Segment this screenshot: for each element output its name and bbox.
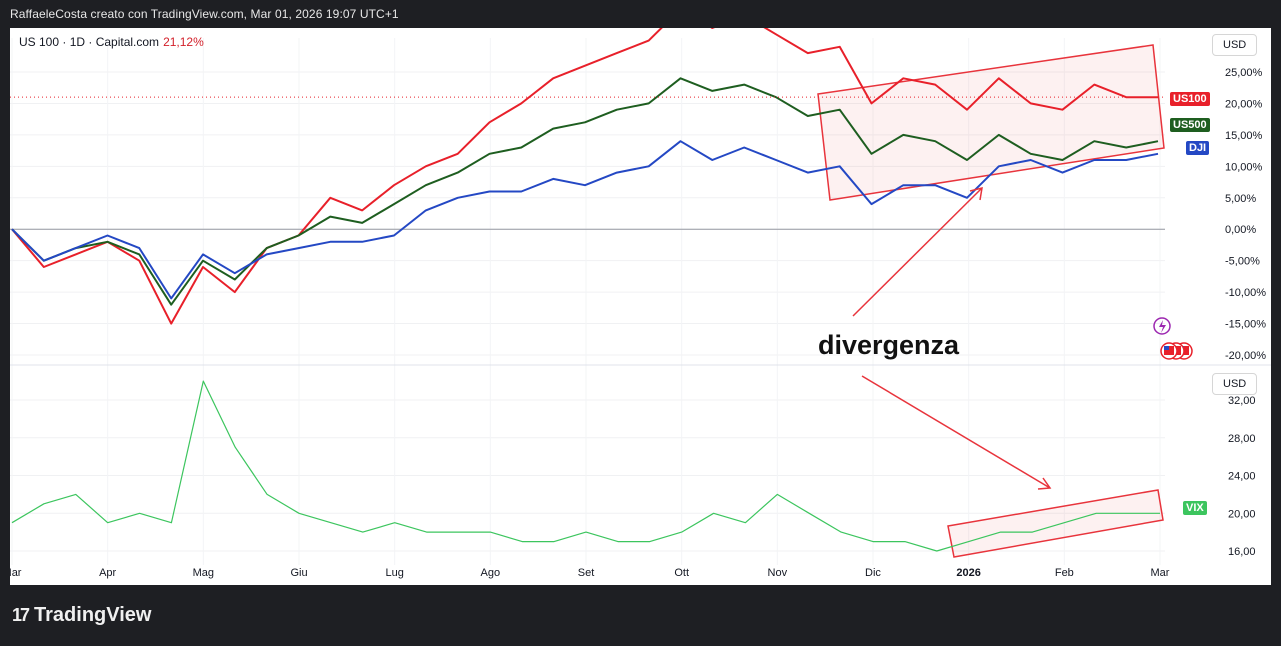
y-tick-top: 15,00% [1225,130,1263,142]
symbol-change: 21,12% [163,35,204,49]
chart-attribution: RaffaeleCosta creato con TradingView.com… [10,7,399,21]
x-tick: Lug [385,567,403,579]
currency-button-bottom[interactable]: USD [1212,373,1258,395]
tradingview-brand[interactable]: 17 TradingView [12,604,151,627]
us-flag-stripes [1164,346,1174,355]
arrow-head-up [969,186,983,201]
x-tick: Mag [193,567,214,579]
y-tick-top: -10,00% [1225,287,1266,299]
lightning-icon-glyph [1159,320,1166,333]
x-tick: Mar [10,567,22,579]
lightning-icon [1153,317,1171,335]
x-tick: Apr [99,567,116,579]
y-tick-top: -20,00% [1225,350,1266,362]
tradingview-wordmark: TradingView [34,604,152,626]
x-tick: Ott [674,567,689,579]
series-tag-dji: DJI [1186,141,1210,155]
us-flag-canton [1164,346,1169,350]
series-tag-us100: US100 [1170,92,1210,106]
x-tick: Ago [481,567,501,579]
y-tick-bottom: 32,00 [1228,395,1256,407]
symbol-legend[interactable]: US 100 · 1D · Capital.com 21,12% [19,35,204,49]
y-tick-top: -5,00% [1225,256,1260,268]
y-tick-bottom: 20,00 [1228,508,1256,520]
arrow-line-down [861,375,1051,489]
x-tick: 2026 [956,567,980,579]
chart-frame[interactable] [10,28,1271,585]
series-tag-us500: US500 [1170,118,1210,132]
y-tick-bottom: 16,00 [1228,546,1256,558]
series-line-dji [11,140,1159,300]
y-tick-top: -15,00% [1225,319,1266,331]
series-tag-vix: VIX [1183,501,1207,515]
x-tick: Set [578,567,595,579]
x-tick: Dic [865,567,881,579]
series-line-us500 [11,77,1159,306]
tradingview-logo-icon: 17 [12,605,30,625]
y-tick-bottom: 24,00 [1228,471,1256,483]
y-tick-top: 20,00% [1225,98,1263,110]
x-tick: Feb [1055,567,1074,579]
y-tick-top: 10,00% [1225,161,1263,173]
channel-box-top [817,44,1165,201]
y-tick-top: 0,00% [1225,224,1256,236]
y-tick-top: 25,00% [1225,67,1263,79]
series-line-us100 [11,28,1158,325]
series-line-vix [11,380,1160,552]
divergence-annotation: divergenza [818,330,960,360]
x-tick: Mar [1151,567,1170,579]
symbol-label: US 100 · 1D · Capital.com [19,35,160,49]
y-tick-bottom: 28,00 [1228,433,1256,445]
arrow-line-up [852,187,983,317]
arrow-head-down [1037,477,1052,490]
currency-button-top[interactable]: USD [1212,34,1258,56]
y-tick-top: 5,00% [1225,193,1256,205]
x-tick: Nov [768,567,788,579]
channel-box-bottom [947,489,1164,558]
x-tick: Giu [290,567,307,579]
chart-canvas[interactable]: 25,00% 20,00% 15,00% 10,00% 5,00% 0,00% -5,00%… [10,28,1271,585]
